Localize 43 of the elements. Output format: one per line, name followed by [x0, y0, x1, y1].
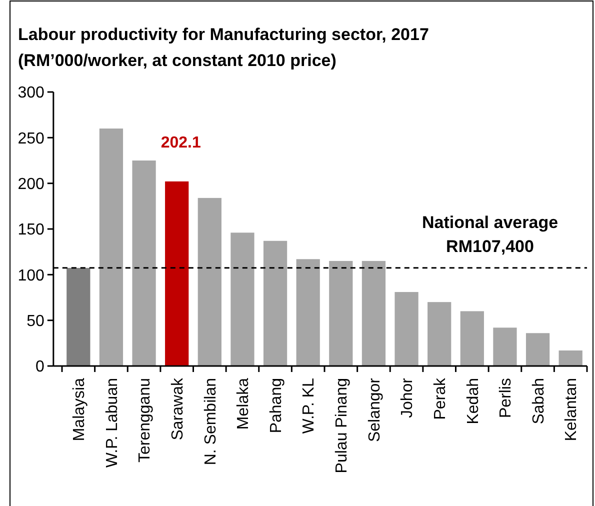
bar [526, 333, 550, 366]
bar [329, 260, 353, 366]
y-tick-label: 50 [26, 312, 45, 330]
x-tick-label: Melaka [235, 378, 252, 430]
x-tick-label: Perak [432, 377, 449, 420]
x-tick-label: W.P. KL [300, 378, 318, 434]
x-tick-label: Kedah [464, 378, 482, 424]
bar [428, 302, 452, 366]
y-tick-label: 150 [18, 222, 44, 239]
bar [493, 328, 517, 366]
bar [263, 240, 288, 366]
annotation: 202.1 [160, 134, 201, 152]
x-tick-label: Pulau Pinang [334, 378, 351, 474]
y-tick-label: 100 [18, 267, 44, 284]
bar [66, 268, 90, 366]
x-tick-label: Kelantan [563, 378, 580, 442]
y-tick-label: 300 [18, 84, 44, 102]
y-tick-label: 200 [18, 176, 44, 193]
bar [132, 160, 156, 366]
x-tick-label: Terengganu [136, 378, 154, 463]
y-tick-label: 0 [36, 358, 44, 376]
y-tick-label: 250 [18, 130, 44, 148]
x-tick-label: N. Sembilan [202, 378, 220, 466]
x-tick-label: Sarawak [169, 377, 186, 440]
x-tick-label: Perlis [498, 378, 515, 418]
ref-line-label: National average RM107,400 [422, 212, 558, 256]
x-tick-label: Selangor [366, 377, 384, 442]
x-tick-label: Pahang [268, 378, 285, 434]
bar [165, 181, 189, 366]
x-tick-label: Johor [399, 377, 416, 418]
x-tick-label: W.P. Labuan [104, 378, 121, 468]
x-tick-label: Sabah [530, 378, 548, 424]
bar [198, 198, 222, 366]
chart-title: Labour productivity for Manufacturing sector, 2017 [18, 25, 429, 44]
chart-subtitle: (RM’000/worker, at constant 2010 price) [18, 51, 336, 70]
bar [394, 292, 418, 366]
bar [230, 232, 254, 366]
bar [460, 311, 484, 366]
bar [296, 259, 320, 366]
bar [99, 128, 124, 366]
x-tick-label: Malaysia [71, 378, 88, 442]
bar [558, 350, 582, 366]
bar [362, 260, 386, 366]
